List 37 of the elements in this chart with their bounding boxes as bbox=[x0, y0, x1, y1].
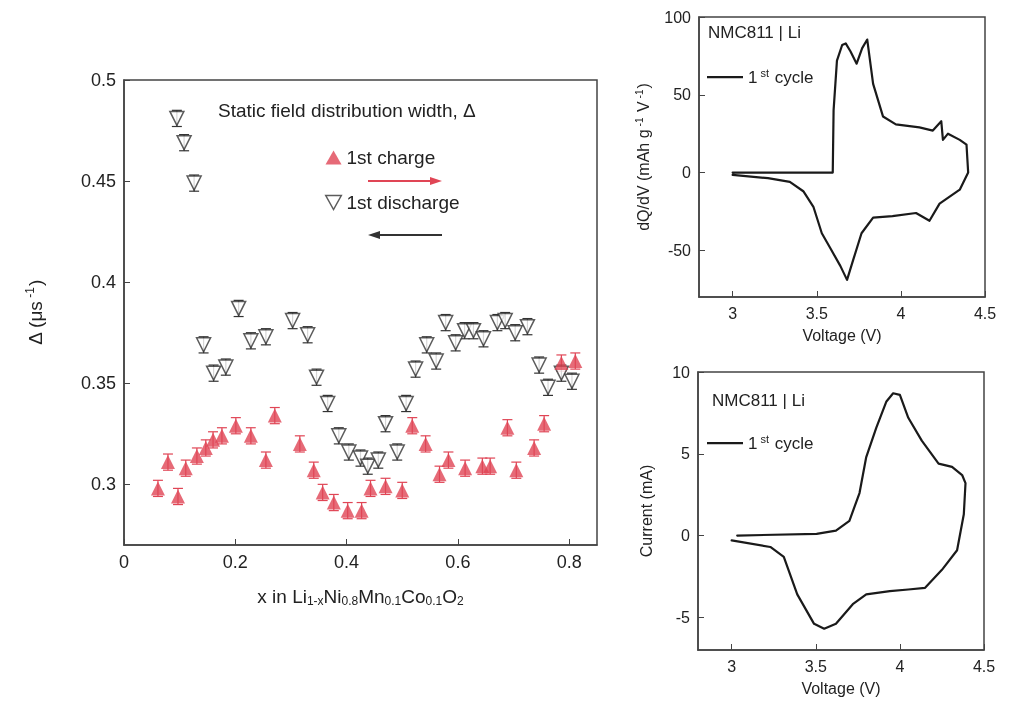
x-tick-label: 0 bbox=[118, 552, 130, 572]
y-axis-title: Current (mA) bbox=[637, 464, 655, 558]
x-tick-label: 4 bbox=[895, 657, 905, 675]
y-tick-label: 0 bbox=[681, 527, 691, 545]
line-series bbox=[731, 38, 970, 281]
legend-label: 1st discharge bbox=[346, 192, 460, 213]
x-axis-title: Voltage (V) bbox=[801, 679, 881, 697]
y-tick-label: -5 bbox=[675, 608, 691, 626]
y-tick-label: -50 bbox=[667, 241, 692, 259]
y-axis-title: Δ (μs-1) bbox=[23, 279, 46, 345]
annotation: Static field distribution width, Δ bbox=[218, 100, 477, 121]
y-tick-label: 0 bbox=[682, 164, 692, 182]
annotation: NMC811 | Li bbox=[712, 391, 805, 410]
y-tick-label: 0.3 bbox=[90, 474, 116, 495]
y-axis-title: dQ/dV (mAh g-1 V-1) bbox=[633, 83, 652, 231]
y-tick-label: 5 bbox=[681, 445, 691, 463]
x-tick-label: 4.5 bbox=[973, 304, 997, 322]
x-tick-label: 0.8 bbox=[556, 552, 582, 572]
y-tick-label: 0.5 bbox=[90, 70, 116, 90]
x-tick-label: 0.4 bbox=[334, 552, 360, 572]
y-tick-label: 10 bbox=[672, 363, 691, 381]
x-tick-label: 0.2 bbox=[222, 552, 248, 572]
x-tick-label: 3.5 bbox=[805, 304, 828, 322]
x-tick-label: 3 bbox=[728, 304, 738, 322]
annotation: NMC811 | Li bbox=[708, 23, 801, 42]
y-tick-label: 0.35 bbox=[80, 373, 116, 394]
legend-label: 1st charge bbox=[346, 147, 436, 168]
x-tick-label: 3 bbox=[727, 657, 737, 675]
y-tick-label: 0.45 bbox=[80, 171, 116, 192]
x-axis-title: Voltage (V) bbox=[802, 326, 882, 344]
y-tick-label: 0.4 bbox=[90, 272, 116, 293]
x-tick-label: 4 bbox=[896, 304, 906, 322]
y-tick-label: 50 bbox=[673, 86, 692, 104]
y-tick-label: 100 bbox=[664, 8, 692, 26]
x-tick-label: 0.6 bbox=[445, 552, 471, 572]
x-tick-label: 4.5 bbox=[972, 657, 996, 675]
x-tick-label: 3.5 bbox=[804, 657, 827, 675]
